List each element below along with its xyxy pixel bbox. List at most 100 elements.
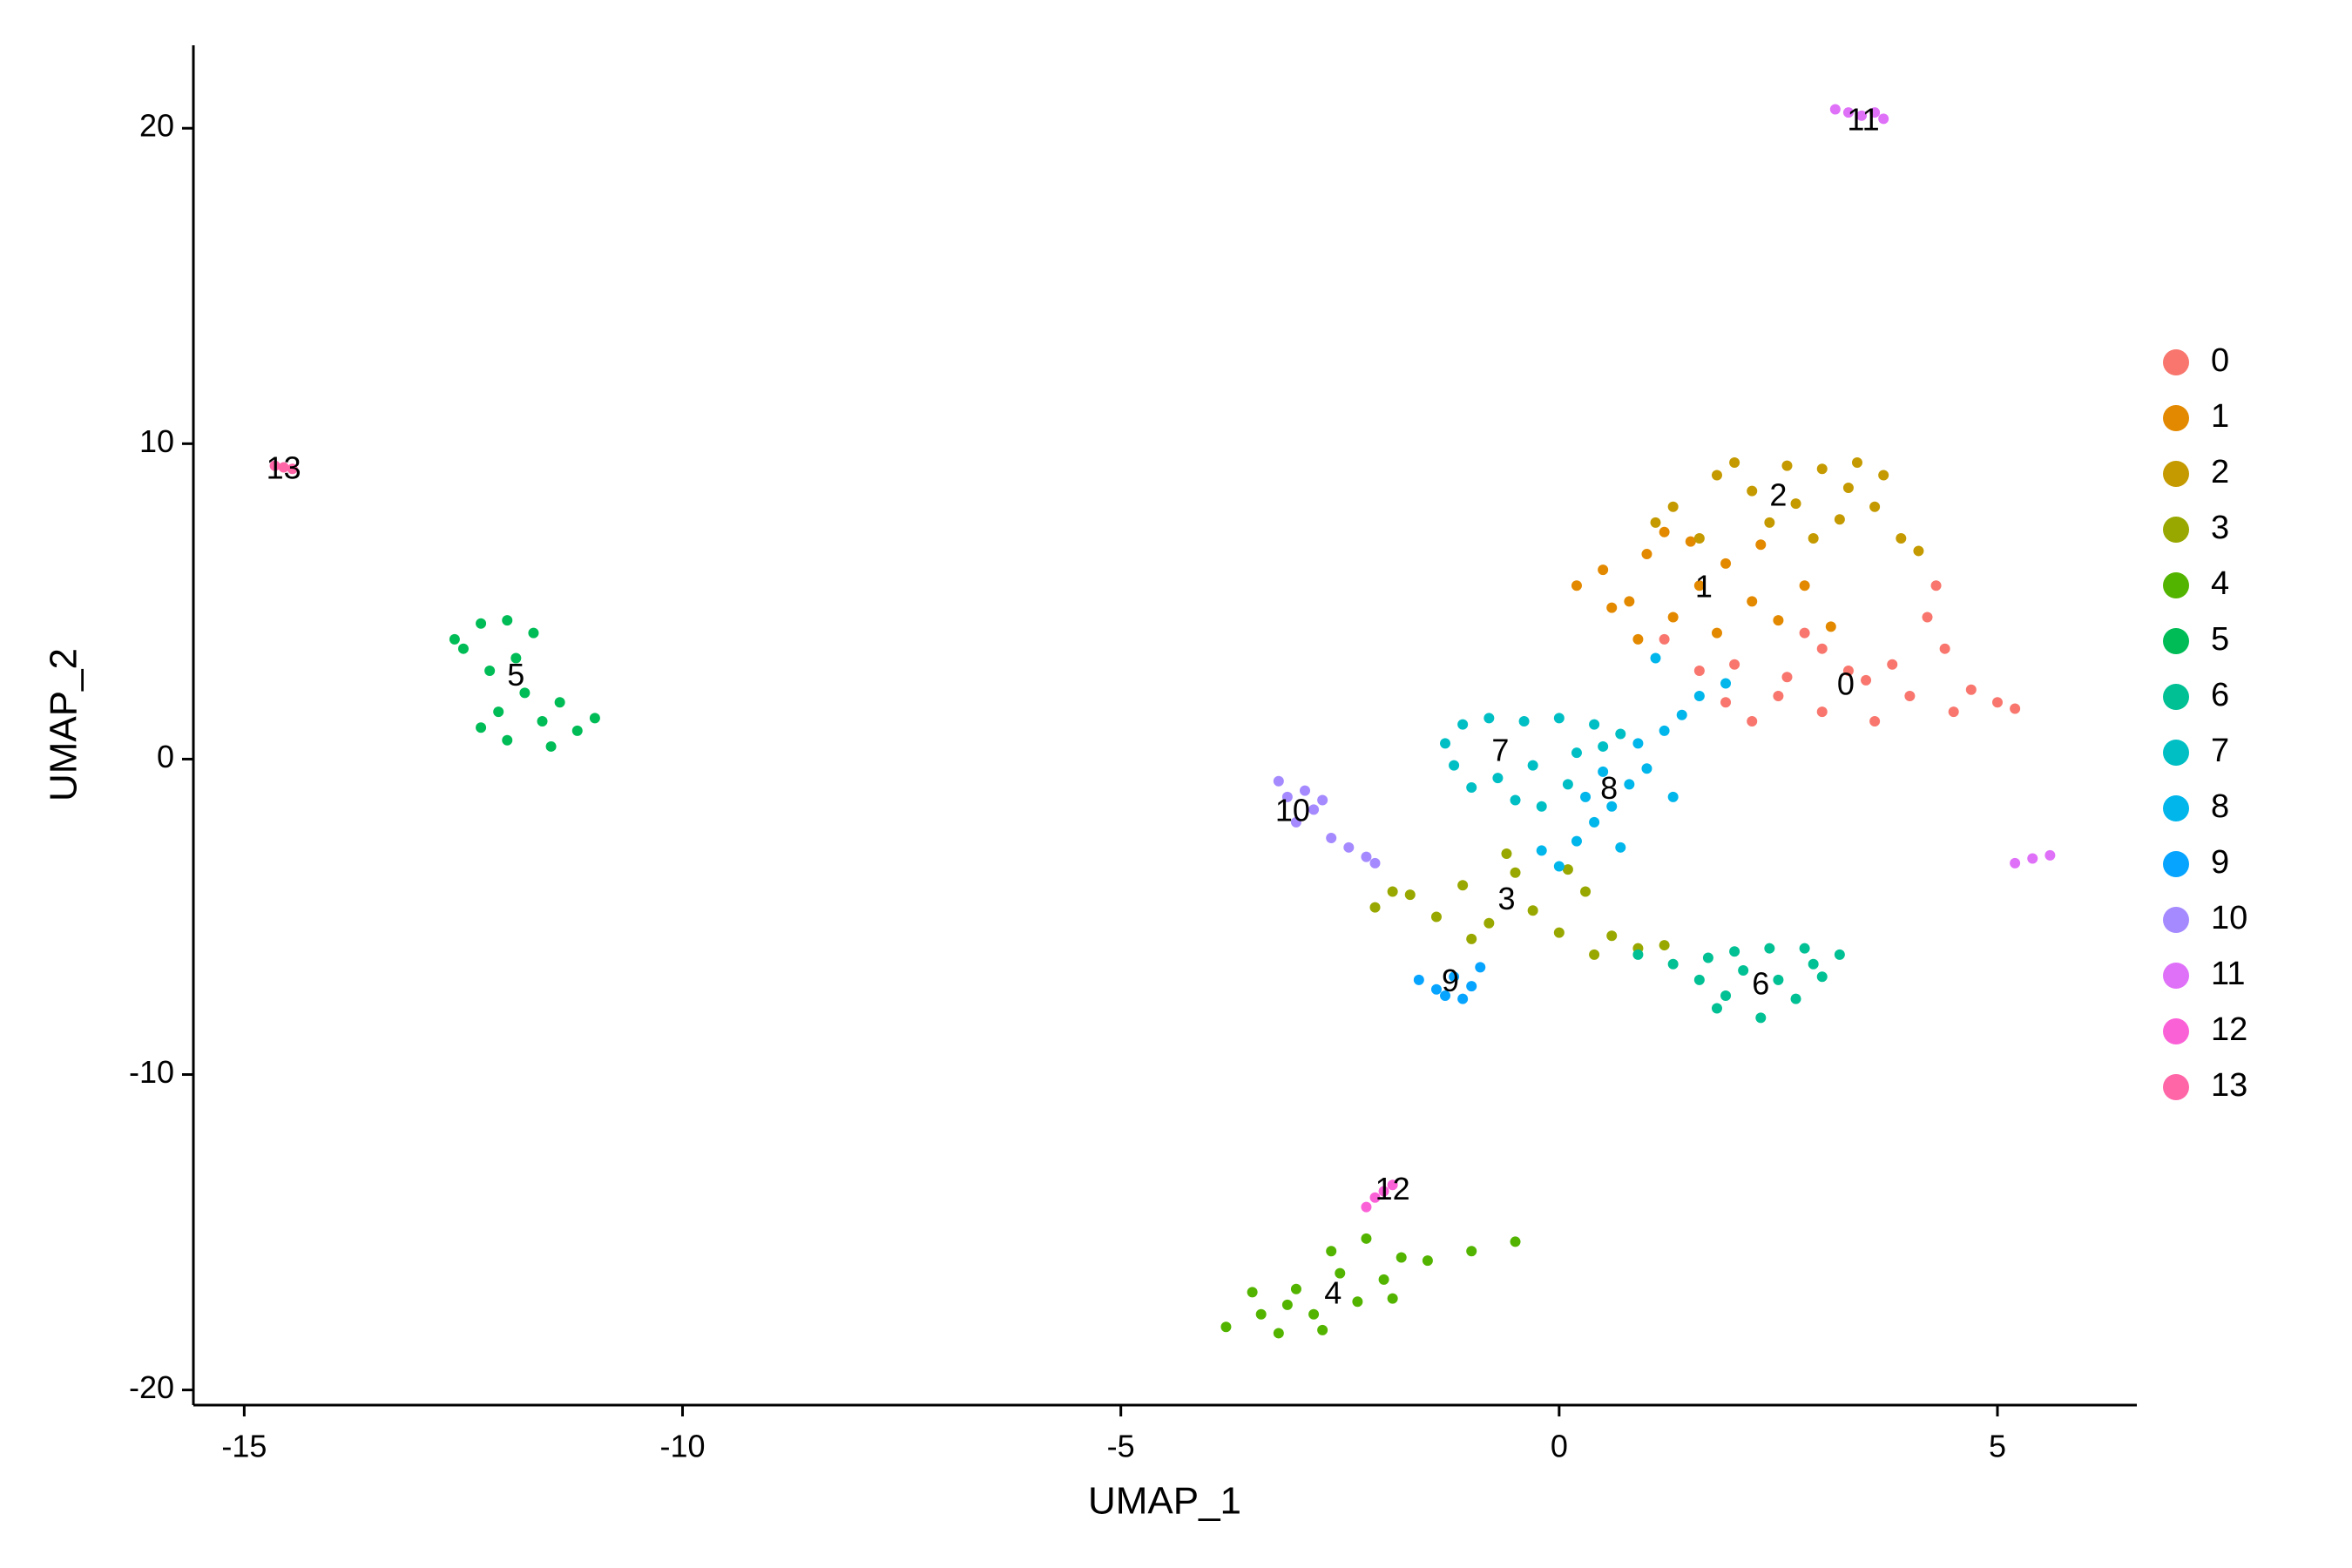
point — [1922, 612, 1933, 623]
point — [2044, 849, 2056, 861]
x-tick-label: -5 — [1107, 1429, 1135, 1464]
point — [1808, 532, 1819, 544]
point — [1693, 691, 1705, 702]
point — [1834, 514, 1845, 525]
cluster-label: 4 — [1324, 1275, 1342, 1311]
point — [1457, 719, 1469, 730]
legend-swatch — [2163, 349, 2189, 375]
point — [1869, 715, 1881, 727]
point — [1693, 666, 1705, 677]
point — [1747, 596, 1758, 607]
point — [1930, 580, 1942, 591]
legend-swatch — [2163, 851, 2189, 877]
point — [1589, 719, 1600, 730]
point — [269, 460, 280, 471]
point — [1457, 880, 1469, 891]
cluster-label: 9 — [1442, 963, 1459, 998]
point — [1369, 902, 1381, 913]
legend-swatch — [2163, 907, 2189, 933]
point — [1484, 713, 1495, 724]
point — [278, 462, 289, 473]
point — [1816, 971, 1828, 983]
point — [1799, 580, 1810, 591]
legend-label: 4 — [2211, 565, 2229, 602]
point — [1440, 738, 1451, 749]
cluster-label: 2 — [1769, 476, 1787, 512]
point — [1466, 981, 1477, 992]
point — [1711, 470, 1722, 481]
point — [2010, 703, 2021, 714]
point — [1773, 974, 1784, 985]
point — [1317, 1324, 1328, 1335]
point — [1343, 841, 1355, 853]
point — [1720, 697, 1732, 708]
point — [1799, 627, 1810, 639]
legend-swatch — [2163, 405, 2189, 431]
point — [1851, 457, 1862, 469]
point — [1220, 1321, 1232, 1333]
point — [1799, 943, 1810, 954]
legend-label: 1 — [2211, 398, 2229, 435]
point — [1790, 993, 1801, 1004]
point — [1659, 526, 1670, 537]
y-tick-label: 0 — [157, 739, 174, 774]
point — [1606, 801, 1618, 812]
legend-swatch — [2163, 628, 2189, 654]
point — [1352, 1296, 1363, 1308]
point — [1781, 672, 1793, 683]
point — [1948, 706, 1959, 718]
point — [1598, 740, 1609, 752]
point — [1466, 782, 1477, 794]
point — [1641, 549, 1652, 560]
x-tick-label: 5 — [1989, 1429, 2006, 1464]
point — [1887, 659, 1898, 670]
cluster-label: 1 — [1695, 568, 1713, 604]
legend-swatch — [2163, 1074, 2189, 1100]
point — [1378, 1274, 1389, 1285]
point — [1422, 1255, 1433, 1267]
point — [1273, 1328, 1284, 1339]
x-axis-title: UMAP_1 — [1088, 1480, 1241, 1523]
point — [1281, 1299, 1293, 1310]
point — [1536, 801, 1547, 812]
point — [1308, 804, 1320, 815]
legend-label: 3 — [2211, 510, 2229, 546]
point — [1816, 463, 1828, 475]
point — [493, 706, 504, 718]
point — [1326, 1246, 1337, 1257]
point — [2010, 857, 2021, 868]
point — [457, 643, 469, 654]
point — [1720, 678, 1732, 689]
legend-label: 9 — [2211, 844, 2229, 881]
x-tick-label: 0 — [1551, 1429, 1568, 1464]
point — [1369, 857, 1381, 868]
point — [1659, 633, 1670, 645]
point — [287, 463, 298, 475]
y-tick-label: 20 — [139, 108, 174, 144]
point — [1598, 564, 1609, 576]
point — [571, 725, 583, 736]
y-tick-label: -10 — [129, 1054, 174, 1090]
point — [1773, 615, 1784, 626]
legend-swatch — [2163, 572, 2189, 598]
point — [1904, 691, 1916, 702]
point — [1571, 580, 1582, 591]
point — [1387, 1293, 1398, 1304]
point — [1659, 725, 1670, 736]
legend-swatch — [2163, 684, 2189, 710]
point — [1773, 691, 1784, 702]
point — [2027, 853, 2038, 864]
point — [1755, 539, 1767, 551]
y-tick-label: -20 — [129, 1369, 174, 1405]
point — [1553, 713, 1565, 724]
point — [1755, 1012, 1767, 1024]
legend-label: 8 — [2211, 788, 2229, 825]
point — [545, 740, 557, 752]
point — [1430, 983, 1442, 995]
legend-swatch — [2163, 740, 2189, 766]
point — [502, 734, 513, 746]
point — [1527, 905, 1538, 916]
point — [1501, 848, 1512, 860]
point — [1527, 760, 1538, 771]
